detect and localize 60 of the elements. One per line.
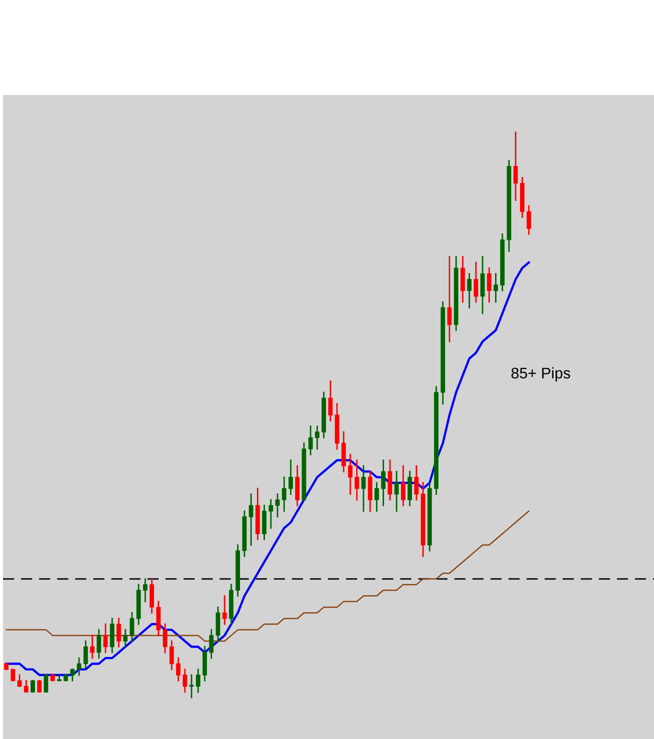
candlestick — [123, 629, 128, 648]
annotation: 85+ Pips — [511, 367, 570, 382]
candlestick — [526, 205, 532, 235]
candlestick — [388, 460, 392, 500]
candlestick — [275, 493, 280, 518]
candlestick — [381, 460, 386, 506]
candlestick — [408, 470, 412, 506]
candlestick — [110, 618, 114, 654]
candlestick — [295, 465, 300, 506]
candlestick — [361, 465, 366, 512]
candlestick — [394, 470, 399, 512]
candlestick — [480, 256, 485, 314]
candlestick — [143, 578, 148, 602]
candlestick — [328, 380, 333, 422]
candlestick — [116, 618, 121, 648]
candlestick — [354, 460, 360, 500]
candlestick — [57, 674, 62, 682]
candlestick — [262, 504, 266, 540]
candlestick — [30, 680, 35, 693]
candlestick — [474, 262, 478, 303]
candlestick — [467, 273, 472, 308]
candlestick — [414, 465, 419, 500]
candlestick — [130, 612, 134, 642]
candlestick — [368, 470, 372, 512]
candlestick — [150, 578, 154, 614]
candlestick — [44, 674, 48, 693]
candlestick — [222, 595, 227, 625]
candlestick — [348, 454, 352, 495]
candlestick — [282, 476, 286, 512]
candlestick — [209, 629, 214, 659]
candlestick — [341, 431, 346, 472]
candlestick — [182, 668, 188, 693]
candlestick — [494, 273, 498, 303]
candlestick — [96, 629, 102, 659]
candlestick — [162, 623, 168, 654]
candlestick — [288, 460, 293, 495]
candlestick — [216, 606, 220, 642]
candlestick — [202, 646, 207, 682]
candlestick — [10, 668, 16, 682]
candlestick — [90, 634, 94, 659]
candlestick — [486, 267, 492, 303]
candlestick — [24, 680, 28, 693]
candlestick — [169, 640, 174, 670]
candlestick — [314, 426, 320, 450]
candlestick — [176, 657, 180, 682]
candlestick — [447, 256, 452, 342]
candlestick — [268, 499, 274, 529]
candlestick — [76, 657, 82, 676]
candlestick — [70, 668, 75, 682]
candlestick — [156, 600, 161, 636]
candlestick — [103, 623, 108, 654]
candlestick — [513, 132, 518, 201]
candlestick — [460, 256, 465, 303]
candlestick — [37, 680, 42, 693]
candlestick — [83, 640, 88, 670]
candlestick — [248, 493, 254, 546]
candlestick — [308, 426, 313, 456]
candlestick — [196, 668, 200, 693]
candlestick — [400, 465, 406, 506]
candlestick — [374, 482, 379, 512]
